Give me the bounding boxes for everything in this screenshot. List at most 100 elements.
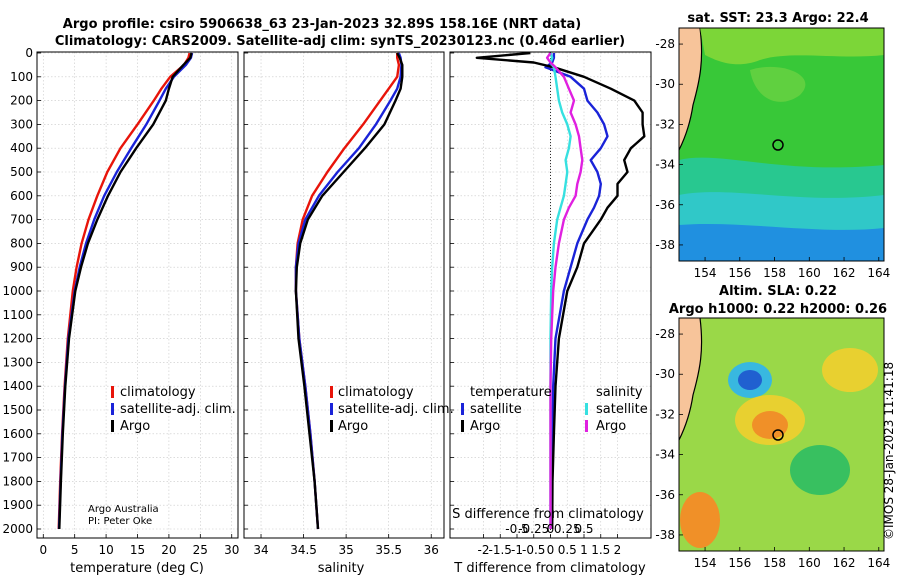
legend-label-satellite: satellite-adj. clim. xyxy=(338,402,454,417)
depth-tick-label: 1000 xyxy=(2,284,33,298)
legend-swatch-argo xyxy=(330,420,333,432)
x-tick-label: 2 xyxy=(614,543,622,557)
depth-tick-label: 1700 xyxy=(2,451,33,465)
legend-header-temperature: temperature xyxy=(470,385,552,400)
x-tick-label: -0.5 xyxy=(522,543,545,557)
sla-map-title2: Argo h1000: 0.22 h2000: 0.26 xyxy=(669,302,887,317)
series-line-t-argo xyxy=(475,52,646,530)
temperature-legend: climatology satellite-adj. clim. Argo xyxy=(111,385,236,434)
sst-coastline xyxy=(678,27,703,151)
salinity-diff-xlabel: S difference from climatology xyxy=(452,507,644,522)
sst-map: sat. SST: 23.3 Argo: 22.4 154 156 158 160 16… xyxy=(655,11,890,280)
temperature-xlabel: temperature (deg C) xyxy=(70,561,204,576)
map-y-tick-label: -32 xyxy=(655,407,675,421)
legend-label-argo: Argo xyxy=(120,419,150,434)
depth-tick-label: 1800 xyxy=(2,474,33,488)
legend-header-salinity: salinity xyxy=(596,385,643,400)
legend-swatch-argo xyxy=(111,420,114,432)
x-tick-label: -2 xyxy=(478,543,490,557)
map-x-tick-label: 164 xyxy=(867,266,890,280)
map-y-tick-label: -36 xyxy=(655,198,675,212)
credit-line2: PI: Peter Oke xyxy=(88,516,152,527)
map-y-tick-label: -32 xyxy=(655,117,675,131)
sla-low-south xyxy=(790,445,850,495)
map-x-tick-label: 162 xyxy=(833,266,856,280)
sst-argo-position-marker xyxy=(772,139,784,151)
sla-argo-position-marker xyxy=(772,429,784,441)
s-tick-label: 0 xyxy=(547,522,555,536)
map-y-tick-label: -30 xyxy=(655,367,675,381)
x-tick-label: 0.5 xyxy=(558,543,577,557)
depth-tick-label: 600 xyxy=(10,189,33,203)
legend-label-climatology: climatology xyxy=(120,385,196,400)
sla-map-frame xyxy=(678,317,885,552)
legend-swatch-t-argo xyxy=(461,420,464,432)
legend-label-t-argo: Argo xyxy=(470,419,500,434)
x-tick-label: 30 xyxy=(224,543,239,557)
credit-line1: Argo Australia xyxy=(88,504,159,515)
depth-tick-label: 1200 xyxy=(2,332,33,346)
depth-tick-label: 800 xyxy=(10,236,33,250)
figure-title-line2: Climatology: CARS2009. Satellite-adj cli… xyxy=(55,34,625,49)
x-tick-label: 0 xyxy=(39,543,47,557)
legend-label-satellite: satellite-adj. clim. xyxy=(120,402,236,417)
legend-swatch-satellite xyxy=(111,403,114,415)
map-y-tick-label: -34 xyxy=(655,448,675,462)
depth-tick-label: 1400 xyxy=(2,379,33,393)
sst-map-frame xyxy=(678,27,885,262)
depth-tick-label: 100 xyxy=(10,70,33,84)
sst-eddy xyxy=(750,66,806,102)
salinity-legend: climatology satellite-adj. clim. Argo xyxy=(330,385,454,434)
legend-swatch-satellite xyxy=(330,403,333,415)
x-tick-label: 10 xyxy=(98,543,113,557)
s-tick-label: 0.25 xyxy=(554,522,581,536)
depth-tick-label: 2000 xyxy=(2,522,33,536)
depth-tick-label: 1100 xyxy=(2,308,33,322)
depth-tick-label: 1900 xyxy=(2,498,33,512)
s-tick-label: -0.5 xyxy=(505,522,528,536)
salinity-panel-frame xyxy=(243,51,445,539)
depth-tick-label: 300 xyxy=(10,117,33,131)
x-tick-label: 34.5 xyxy=(290,543,317,557)
map-x-tick-label: 162 xyxy=(833,556,856,570)
legend-label-climatology: climatology xyxy=(338,385,414,400)
map-y-tick-label: -38 xyxy=(655,528,675,542)
sst-land xyxy=(679,28,702,150)
sla-high-core xyxy=(752,411,788,439)
map-y-tick-label: -38 xyxy=(655,238,675,252)
sst-coldest-band xyxy=(679,223,884,261)
map-y-tick-label: -28 xyxy=(655,37,675,51)
sla-map-title1: Altim. SLA: 0.22 xyxy=(719,284,837,299)
sla-map: Altim. SLA: 0.22 Argo h1000: 0.22 h2000:… xyxy=(655,284,890,570)
map-y-tick-label: -30 xyxy=(655,77,675,91)
depth-tick-label: 1600 xyxy=(2,427,33,441)
depth-tick-label: 400 xyxy=(10,141,33,155)
map-y-tick-label: -28 xyxy=(655,327,675,341)
x-tick-label: 35 xyxy=(338,543,353,557)
map-x-tick-label: 158 xyxy=(763,266,786,280)
sla-coastline xyxy=(678,317,703,441)
x-tick-label: -1 xyxy=(511,543,523,557)
sla-high-east xyxy=(822,348,878,392)
legend-label-s-satellite: satellite xyxy=(596,402,648,417)
map-x-tick-label: 164 xyxy=(867,556,890,570)
sst-warm-north xyxy=(700,28,884,65)
series-line-argo xyxy=(58,52,193,530)
x-tick-label: 36 xyxy=(424,543,439,557)
depth-tick-label: 700 xyxy=(10,213,33,227)
map-x-tick-label: 156 xyxy=(728,266,751,280)
difference-xlabel: T difference from climatology xyxy=(453,561,646,576)
salinity-xlabel: salinity xyxy=(318,561,365,576)
legend-swatch-s-argo xyxy=(585,420,588,432)
sla-low-core xyxy=(738,370,762,390)
depth-tick-label: 0 xyxy=(25,46,33,60)
sla-land xyxy=(679,318,702,440)
series-line-climatology xyxy=(57,52,191,530)
s-tick-label: -0.25 xyxy=(518,522,549,536)
depth-tick-label: 500 xyxy=(10,165,33,179)
map-x-tick-label: 160 xyxy=(798,266,821,280)
sla-high-south xyxy=(680,492,720,548)
legend-swatch-climatology xyxy=(111,386,114,398)
x-tick-label: 34 xyxy=(253,543,268,557)
x-tick-label: 1.5 xyxy=(591,543,610,557)
